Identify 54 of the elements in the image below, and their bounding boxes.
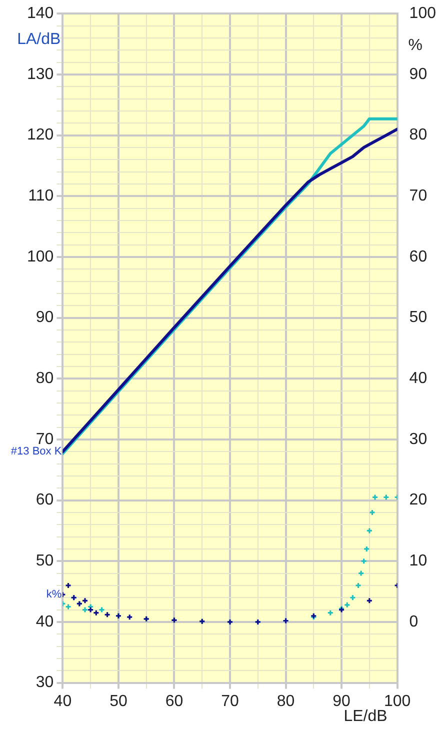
y-tick-label: 120 xyxy=(26,126,54,144)
y-tick-label: 130 xyxy=(26,66,54,83)
point xyxy=(360,558,368,564)
y-tick-label: 70 xyxy=(36,430,54,448)
point xyxy=(344,602,350,608)
y-tick-label: 80 xyxy=(36,370,54,388)
y-tick-label: 90 xyxy=(36,309,54,326)
y-tick-label: 140 xyxy=(26,5,54,22)
point xyxy=(98,606,106,614)
point xyxy=(363,546,370,552)
y2-axis-title: % xyxy=(408,37,422,54)
y-tick-label: 50 xyxy=(36,552,54,570)
x-tick-label: 40 xyxy=(54,692,72,710)
point xyxy=(82,606,88,614)
point xyxy=(104,611,111,618)
point xyxy=(126,614,133,620)
x-axis-title: LE/dB xyxy=(344,708,388,726)
y2-tick-label: 40 xyxy=(409,370,428,388)
point xyxy=(82,597,88,604)
point xyxy=(349,594,356,601)
point xyxy=(358,570,364,577)
y-axis-title: LA/dB xyxy=(17,31,61,48)
y-tick-label: 60 xyxy=(36,492,54,509)
y2-tick-label: 60 xyxy=(409,248,428,266)
point xyxy=(64,582,72,589)
annotation: #13 Box K xyxy=(10,446,62,458)
point xyxy=(368,509,376,516)
y-tick-label: 30 xyxy=(36,674,54,692)
x-tick-label: 80 xyxy=(276,692,295,710)
y2-tick-label: 50 xyxy=(409,309,428,326)
x-tick-label: 50 xyxy=(110,692,128,710)
y2-tick-label: 100 xyxy=(409,5,436,22)
y-tick-label: 40 xyxy=(36,613,54,630)
point xyxy=(354,582,362,589)
point xyxy=(64,603,72,610)
y2-tick-label: 80 xyxy=(409,126,428,144)
y2-tick-label: 0 xyxy=(409,613,418,630)
y-tick-label: 100 xyxy=(26,248,54,266)
x-tick-label: 60 xyxy=(165,692,184,710)
y2-tick-label: 10 xyxy=(409,552,428,570)
y2-tick-label: 70 xyxy=(409,188,428,205)
y2-tick-label: 20 xyxy=(409,492,428,509)
point xyxy=(382,494,390,501)
point xyxy=(327,610,334,616)
y2-tick-label: 90 xyxy=(409,66,428,83)
y-tick-label: 110 xyxy=(28,188,54,205)
x-tick-label: 70 xyxy=(221,692,239,710)
y2-tick-label: 30 xyxy=(409,430,428,448)
point xyxy=(366,597,373,604)
x-tick-label: 100 xyxy=(384,692,411,710)
point xyxy=(366,527,373,534)
x-tick-label: 90 xyxy=(332,692,351,710)
point xyxy=(372,494,378,501)
annotation: k% xyxy=(46,588,62,601)
